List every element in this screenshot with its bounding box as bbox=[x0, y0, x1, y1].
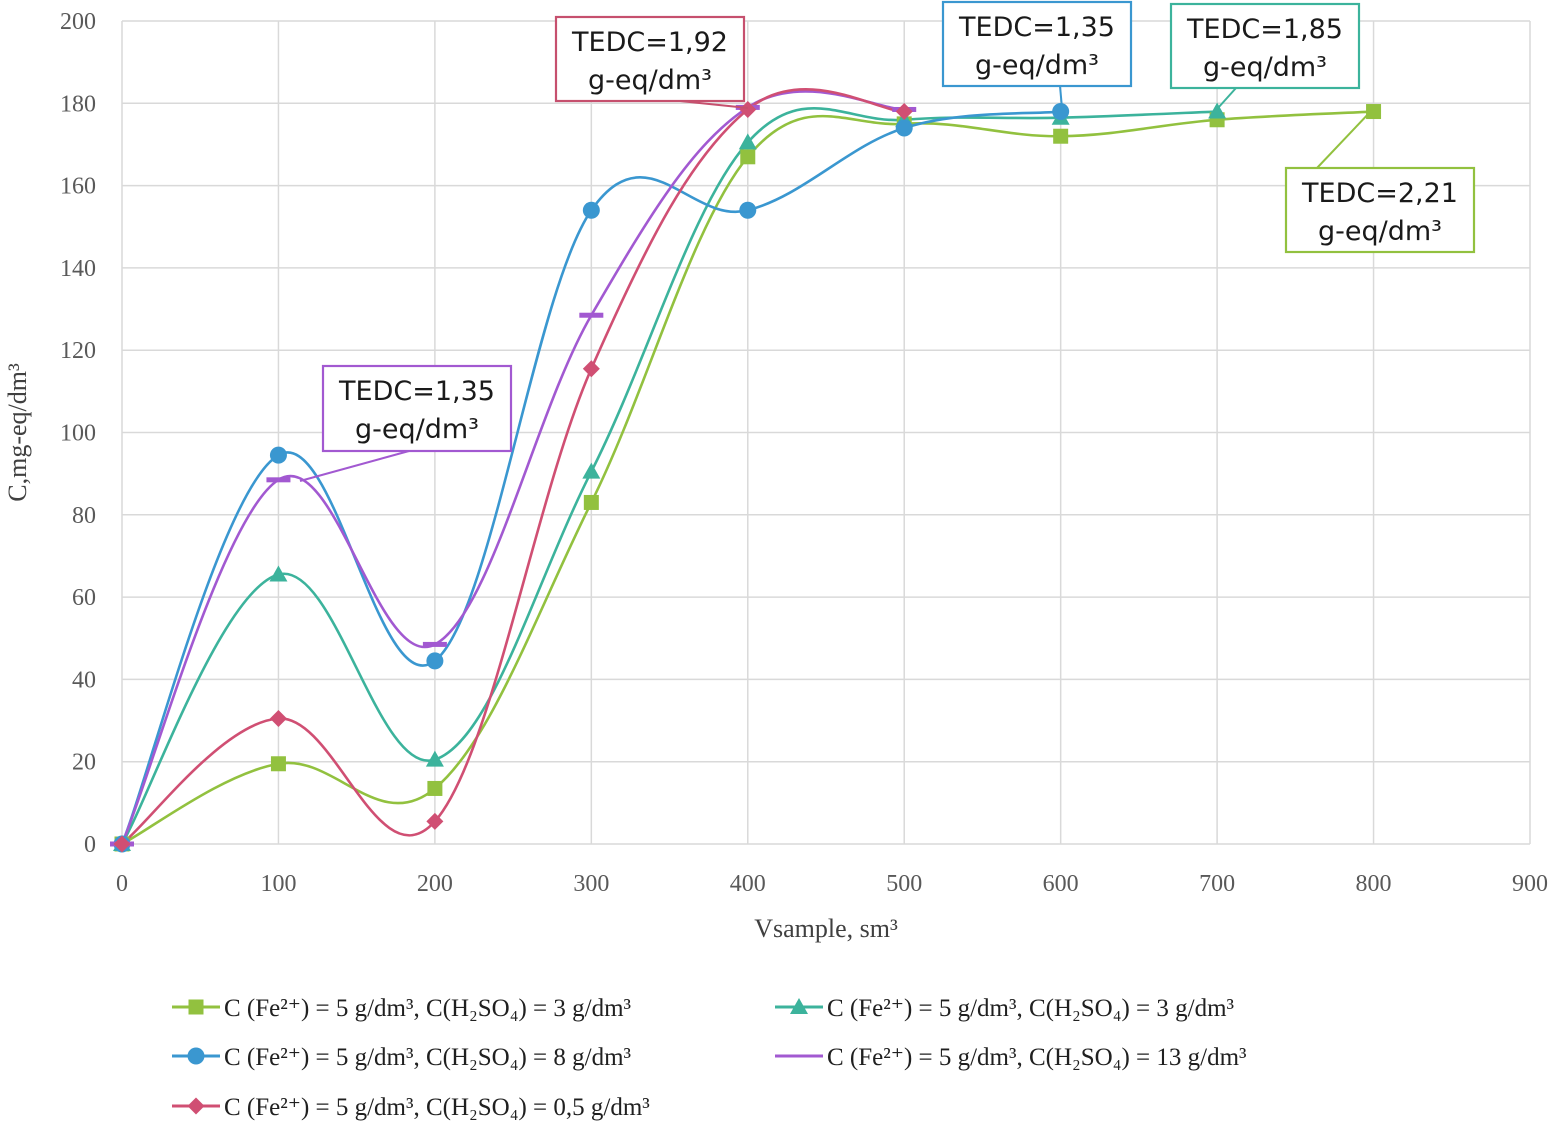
data-point-series-1 bbox=[427, 780, 443, 796]
callout-box bbox=[1169, 2, 1361, 90]
legend-marker bbox=[187, 1047, 205, 1065]
callout-leader bbox=[1059, 85, 1063, 109]
callout-5: TEDC=2,21 g-eq/dm³ bbox=[1284, 109, 1476, 254]
series-markers bbox=[110, 100, 1382, 853]
callout-unit: g-eq/dm³ bbox=[1318, 216, 1442, 247]
callout-label: TEDC=1,35 bbox=[958, 12, 1115, 43]
legend-label: C (Fe²⁺) = 5 g/dm³, C(H₂SO₄) = 8 g/dm³ bbox=[224, 1044, 632, 1071]
data-point-series-2 bbox=[582, 462, 601, 479]
grid-lines bbox=[121, 20, 1531, 845]
legend-marker bbox=[790, 998, 808, 1014]
series-line-1 bbox=[121, 110, 1374, 846]
data-point-series-4 bbox=[422, 641, 447, 647]
data-point-series-3 bbox=[739, 201, 757, 219]
y-tick-label: 120 bbox=[60, 338, 96, 364]
data-point-series-1 bbox=[270, 756, 286, 772]
x-axis-label: Vsample, sm³ bbox=[754, 914, 898, 943]
data-point-series-4 bbox=[266, 477, 291, 483]
legend-label: C (Fe²⁺) = 5 g/dm³, C(H₂SO₄) = 3 g/dm³ bbox=[224, 995, 632, 1022]
callout-box bbox=[1284, 166, 1476, 254]
callout-2: TEDC=1,92 g-eq/dm³ bbox=[554, 15, 749, 109]
callout-leader bbox=[299, 450, 410, 482]
callout-1: TEDC=1,35 g-eq/dm³ bbox=[299, 364, 513, 482]
callout-box bbox=[554, 15, 746, 103]
callout-label: TEDC=1,35 bbox=[338, 376, 495, 407]
data-point-series-3 bbox=[426, 652, 444, 670]
callout-4: TEDC=1,85 g-eq/dm³ bbox=[1169, 2, 1361, 109]
data-point-series-3 bbox=[1052, 103, 1070, 121]
callout-box bbox=[941, 0, 1133, 88]
legend-label: C (Fe²⁺) = 5 g/dm³, C(H₂SO₄) = 13 g/dm³ bbox=[827, 1044, 1247, 1071]
x-tick-label: 700 bbox=[1199, 871, 1235, 897]
data-point-series-1 bbox=[583, 494, 599, 510]
callout-leader bbox=[679, 100, 749, 109]
data-point-series-1 bbox=[1053, 128, 1069, 144]
x-tick-label: 400 bbox=[730, 871, 766, 897]
legend-label: C (Fe²⁺) = 5 g/dm³, C(H₂SO₄) = 3 g/dm³ bbox=[827, 995, 1235, 1022]
data-point-series-5 bbox=[426, 812, 444, 830]
y-tick-label: 200 bbox=[60, 9, 96, 35]
x-tick-label: 0 bbox=[116, 871, 128, 897]
axis-ticks: 0 100 200 300 400 500 600 700 800 900 0 20 40 60 80 100… bbox=[60, 9, 1548, 897]
legend-label: C (Fe²⁺) = 5 g/dm³, C(H₂SO₄) = 0,5 g/dm³ bbox=[224, 1094, 650, 1121]
y-tick-label: 60 bbox=[72, 585, 96, 611]
callout-unit: g-eq/dm³ bbox=[975, 50, 1099, 81]
y-tick-label: 80 bbox=[72, 503, 96, 529]
legend-item-5: C (Fe²⁺) = 5 g/dm³, C(H₂SO₄) = 0,5 g/dm³ bbox=[172, 1094, 650, 1121]
legend: C (Fe²⁺) = 5 g/dm³, C(H₂SO₄) = 3 g/dm³ C … bbox=[172, 995, 1247, 1121]
data-point-series-2 bbox=[269, 565, 288, 582]
data-point-series-1 bbox=[1366, 104, 1382, 120]
data-point-series-3 bbox=[895, 119, 913, 137]
data-point-series-5 bbox=[269, 709, 287, 727]
legend-item-3: C (Fe²⁺) = 5 g/dm³, C(H₂SO₄) = 8 g/dm³ bbox=[172, 1044, 632, 1071]
data-point-series-2 bbox=[425, 750, 444, 767]
callout-box bbox=[321, 364, 513, 453]
data-point-series-5 bbox=[582, 360, 600, 378]
y-tick-label: 180 bbox=[60, 91, 96, 117]
y-tick-label: 160 bbox=[60, 174, 96, 200]
data-point-series-2 bbox=[738, 133, 757, 150]
data-point-series-5 bbox=[113, 835, 131, 853]
callout-3: TEDC=1,35 g-eq/dm³ bbox=[941, 0, 1133, 109]
y-tick-label: 40 bbox=[72, 667, 96, 693]
data-point-series-5 bbox=[739, 100, 757, 118]
series-line-3 bbox=[120, 110, 1061, 845]
callout-label: TEDC=2,21 bbox=[1301, 178, 1458, 209]
data-point-series-5 bbox=[895, 103, 913, 121]
legend-item-2: C (Fe²⁺) = 5 g/dm³, C(H₂SO₄) = 3 g/dm³ bbox=[775, 995, 1235, 1022]
legend-item-1: C (Fe²⁺) = 5 g/dm³, C(H₂SO₄) = 3 g/dm³ bbox=[172, 995, 632, 1022]
x-tick-label: 300 bbox=[573, 871, 609, 897]
callout-leader bbox=[1316, 109, 1373, 169]
series-line-5 bbox=[121, 88, 905, 846]
callout-label: TEDC=1,92 bbox=[571, 27, 728, 58]
x-tick-label: 500 bbox=[886, 871, 922, 897]
y-axis-label: C,mg-eq/dm³ bbox=[3, 363, 32, 502]
callout-leader bbox=[1217, 87, 1237, 109]
x-tick-label: 800 bbox=[1356, 871, 1392, 897]
annotations: TEDC=1,35g-eq/dm³TEDC=1,92g-eq/dm³TEDC=1… bbox=[299, 0, 1476, 482]
y-tick-label: 140 bbox=[60, 256, 96, 282]
legend-marker bbox=[188, 999, 204, 1015]
y-tick-label: 100 bbox=[60, 421, 96, 447]
data-point-series-2 bbox=[1208, 102, 1227, 119]
series-line-4 bbox=[120, 90, 905, 845]
legend-marker bbox=[187, 1097, 205, 1115]
legend-item-4: C (Fe²⁺) = 5 g/dm³, C(H₂SO₄) = 13 g/dm³ bbox=[775, 1044, 1247, 1071]
data-point-series-3 bbox=[269, 446, 287, 464]
x-tick-label: 600 bbox=[1043, 871, 1079, 897]
callout-unit: g-eq/dm³ bbox=[1203, 52, 1327, 83]
data-point-series-4 bbox=[579, 312, 604, 318]
callout-unit: g-eq/dm³ bbox=[588, 65, 712, 96]
x-tick-label: 100 bbox=[260, 871, 296, 897]
data-point-series-1 bbox=[740, 149, 756, 165]
y-tick-label: 0 bbox=[84, 832, 96, 858]
data-point-series-3 bbox=[582, 201, 600, 219]
x-tick-label: 900 bbox=[1512, 871, 1548, 897]
callout-label: TEDC=1,85 bbox=[1186, 14, 1343, 45]
y-tick-label: 20 bbox=[72, 750, 96, 776]
callout-unit: g-eq/dm³ bbox=[355, 414, 479, 445]
x-tick-label: 200 bbox=[417, 871, 453, 897]
